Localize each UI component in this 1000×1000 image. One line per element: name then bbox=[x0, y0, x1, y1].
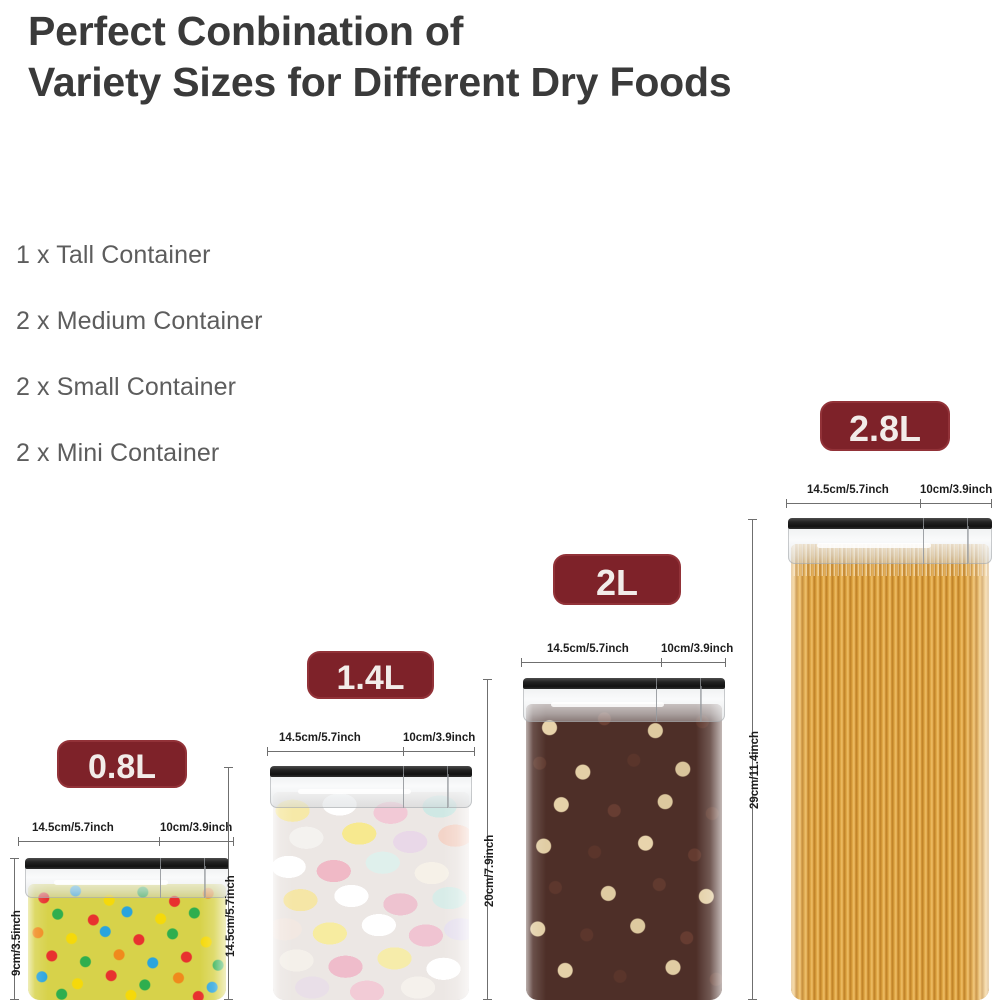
height-label: 29cm/11.4inch bbox=[749, 731, 761, 809]
lid-seam-left bbox=[922, 526, 924, 563]
lid-black-top bbox=[25, 858, 229, 869]
jar-contents-candy bbox=[28, 884, 226, 1000]
dimension-tick-right bbox=[233, 837, 234, 846]
jar-contents-marshmallow bbox=[273, 792, 469, 1000]
jar-body bbox=[273, 792, 469, 1000]
jar-mini bbox=[25, 858, 229, 1000]
dimension-tick-left bbox=[267, 747, 268, 756]
capacity-badge-0-8l: 0.8L bbox=[57, 740, 187, 788]
width-label: 14.5cm/5.7inch bbox=[545, 643, 631, 655]
spec-item-mini: 2 x Mini Container bbox=[16, 439, 220, 467]
dimension-line bbox=[228, 767, 229, 1000]
capacity-badge-label: 2.8L bbox=[848, 408, 922, 449]
height-label: 9cm/3.5inch bbox=[11, 910, 23, 976]
capacity-badge-2l: 2L bbox=[553, 554, 681, 605]
depth-label: 10cm/3.9inch bbox=[158, 822, 235, 834]
jar-contents-pasta bbox=[791, 544, 989, 1000]
container-group-mini: 0.8L 14.5cm/5.7inch 10cm/3.9inch 9cm/3.5… bbox=[0, 740, 250, 1000]
height-label: 14.5cm/5.7inch bbox=[225, 875, 237, 957]
dimension-line bbox=[521, 662, 726, 663]
capacity-badge-2-8l: 2.8L bbox=[820, 401, 950, 451]
jar-lid bbox=[523, 678, 725, 722]
capacity-badge-label: 1.4L bbox=[336, 659, 405, 697]
title-line-2: Variety Sizes for Different Dry Foods bbox=[28, 58, 732, 105]
lid-seam-left bbox=[403, 774, 405, 807]
lid-collar bbox=[25, 865, 229, 898]
page-title: Perfect Conbination of Variety Sizes for… bbox=[28, 6, 928, 108]
jar-lid bbox=[270, 766, 472, 808]
spec-item-tall: 1 x Tall Container bbox=[16, 241, 211, 269]
lid-seam-left bbox=[159, 866, 161, 897]
dimension-tick-mid bbox=[920, 499, 921, 508]
dimension-tick-right bbox=[991, 499, 992, 508]
lid-seam-right bbox=[204, 866, 206, 897]
dimension-tick-mid bbox=[159, 837, 160, 846]
dimension-tick-top bbox=[483, 679, 492, 680]
jar-medium bbox=[523, 678, 725, 1000]
depth-label: 10cm/3.9inch bbox=[401, 732, 478, 744]
jar-lid bbox=[25, 858, 229, 898]
height-label: 20cm/7.9inch bbox=[484, 834, 496, 907]
capacity-badge-label: 0.8L bbox=[87, 748, 157, 786]
dimension-line bbox=[752, 519, 753, 1000]
dimension-tick-right bbox=[474, 747, 475, 756]
dimension-tick-top bbox=[10, 858, 19, 859]
jar-tall bbox=[788, 518, 992, 1000]
width-label: 14.5cm/5.7inch bbox=[277, 732, 363, 744]
jar-small bbox=[270, 766, 472, 1000]
jar-body bbox=[28, 884, 226, 1000]
dimension-tick-left bbox=[521, 658, 522, 667]
dimension-tick-mid bbox=[403, 747, 404, 756]
spec-list: 1 x Tall Container 2 x Medium Container … bbox=[16, 243, 536, 507]
lid-collar bbox=[270, 773, 472, 808]
lid-seam-right bbox=[447, 774, 449, 807]
lid-black-top bbox=[788, 518, 992, 529]
dimension-tick-top bbox=[748, 519, 757, 520]
lid-flip-section bbox=[656, 678, 701, 722]
container-group-small: 1.4L 14.5cm/5.7inch 10cm/3.9inch 14.5cm/… bbox=[224, 640, 500, 1000]
lid-seam-right bbox=[967, 526, 969, 563]
lid-collar bbox=[788, 525, 992, 564]
dimension-tick-top bbox=[224, 767, 233, 768]
jar-body bbox=[526, 704, 722, 1000]
dimension-tick-mid bbox=[661, 658, 662, 667]
container-group-tall: 2.8L 14.5cm/5.7inch 10cm/3.9inch 29cm/11… bbox=[730, 390, 1000, 1000]
width-label: 14.5cm/5.7inch bbox=[805, 484, 891, 496]
dimension-tick-left bbox=[18, 837, 19, 846]
dimension-line bbox=[14, 858, 15, 1000]
lid-seam-right bbox=[700, 686, 702, 721]
width-label: 14.5cm/5.7inch bbox=[30, 822, 116, 834]
dimension-line bbox=[786, 503, 992, 504]
dimension-line bbox=[267, 751, 475, 752]
lid-seam-left bbox=[656, 686, 658, 721]
lid-black-top bbox=[523, 678, 725, 689]
depth-label: 10cm/3.9inch bbox=[659, 643, 736, 655]
spec-item-small: 2 x Small Container bbox=[16, 373, 237, 401]
jar-lid bbox=[788, 518, 992, 564]
depth-label: 10cm/3.9inch bbox=[918, 484, 995, 496]
dimension-line bbox=[487, 679, 488, 1000]
lid-black-top bbox=[270, 766, 472, 777]
dimension-tick-left bbox=[786, 499, 787, 508]
lid-flip-section bbox=[922, 518, 968, 564]
title-line-1: Perfect Conbination of bbox=[28, 8, 464, 54]
dimension-tick-right bbox=[725, 658, 726, 667]
jar-contents-cereal bbox=[526, 704, 722, 1000]
capacity-badge-1-4l: 1.4L bbox=[307, 651, 434, 699]
lid-flip-section bbox=[403, 766, 448, 808]
container-group-medium: 2L 14.5cm/5.7inch 10cm/3.9inch 20cm/7.9i… bbox=[480, 540, 740, 1000]
lid-collar bbox=[523, 685, 725, 722]
jar-body bbox=[791, 544, 989, 1000]
capacity-badge-label: 2L bbox=[595, 562, 638, 603]
spec-item-medium: 2 x Medium Container bbox=[16, 307, 263, 335]
lid-flip-section bbox=[159, 858, 205, 898]
dimension-line bbox=[18, 841, 234, 842]
